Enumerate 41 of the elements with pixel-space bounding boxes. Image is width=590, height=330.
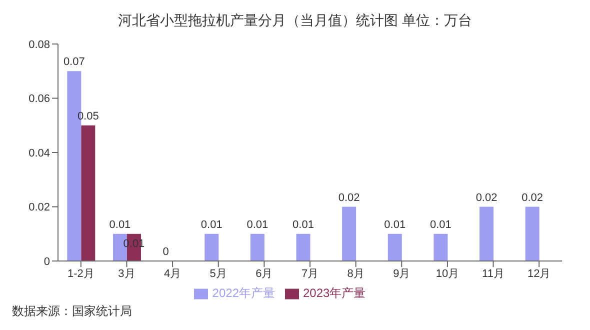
- bar: [204, 234, 219, 261]
- bar: [434, 234, 448, 261]
- x-tick-label: 10月: [436, 268, 460, 280]
- y-tick-label: 0: [44, 256, 50, 268]
- bar: [525, 206, 540, 261]
- data-label: 0.02: [522, 192, 544, 204]
- y-tick-label: 0.08: [28, 38, 50, 51]
- data-label: 0.05: [77, 110, 99, 122]
- x-tick-label: 12月: [527, 268, 551, 280]
- x-tick-label: 8月: [347, 268, 364, 280]
- y-tick-label: 0.06: [28, 93, 50, 106]
- x-tick-label: 7月: [301, 268, 319, 280]
- chart-title: 河北省小型拖拉机产量分月（当月值）统计图 单位：万台: [117, 11, 473, 30]
- data-label: 0.01: [109, 218, 131, 231]
- y-tick-label: 0.02: [28, 202, 50, 214]
- data-label: 0.02: [338, 192, 360, 204]
- data-label: 0.07: [63, 56, 85, 68]
- x-tick-label: 3月: [118, 268, 136, 280]
- bar: [81, 125, 96, 261]
- legend-label: 2022年产量: [212, 286, 275, 300]
- source-note: 数据来源：国家统计局: [12, 303, 132, 320]
- bar: [342, 206, 356, 261]
- bar: [250, 234, 264, 261]
- data-label: 0.02: [476, 192, 498, 204]
- x-tick-label: 4月: [164, 268, 182, 280]
- data-label: 0.01: [430, 218, 452, 231]
- bar: [480, 206, 494, 261]
- y-tick-label: 0.04: [28, 147, 50, 160]
- x-tick-label: 11月: [482, 268, 504, 280]
- data-label: 0.01: [200, 218, 222, 231]
- data-label: 0: [162, 246, 169, 258]
- x-tick-label: 6月: [256, 268, 273, 280]
- legend-label: 2023年产量: [303, 286, 366, 300]
- data-label: 0.01: [292, 218, 314, 231]
- x-tick-label: 5月: [210, 268, 227, 280]
- bar: [296, 234, 310, 261]
- data-label: 0.01: [384, 218, 406, 231]
- bar: [388, 234, 402, 261]
- x-tick-label: 1-2月: [67, 268, 94, 280]
- x-tick-label: 9月: [393, 268, 410, 280]
- data-label: 0.01: [246, 218, 268, 231]
